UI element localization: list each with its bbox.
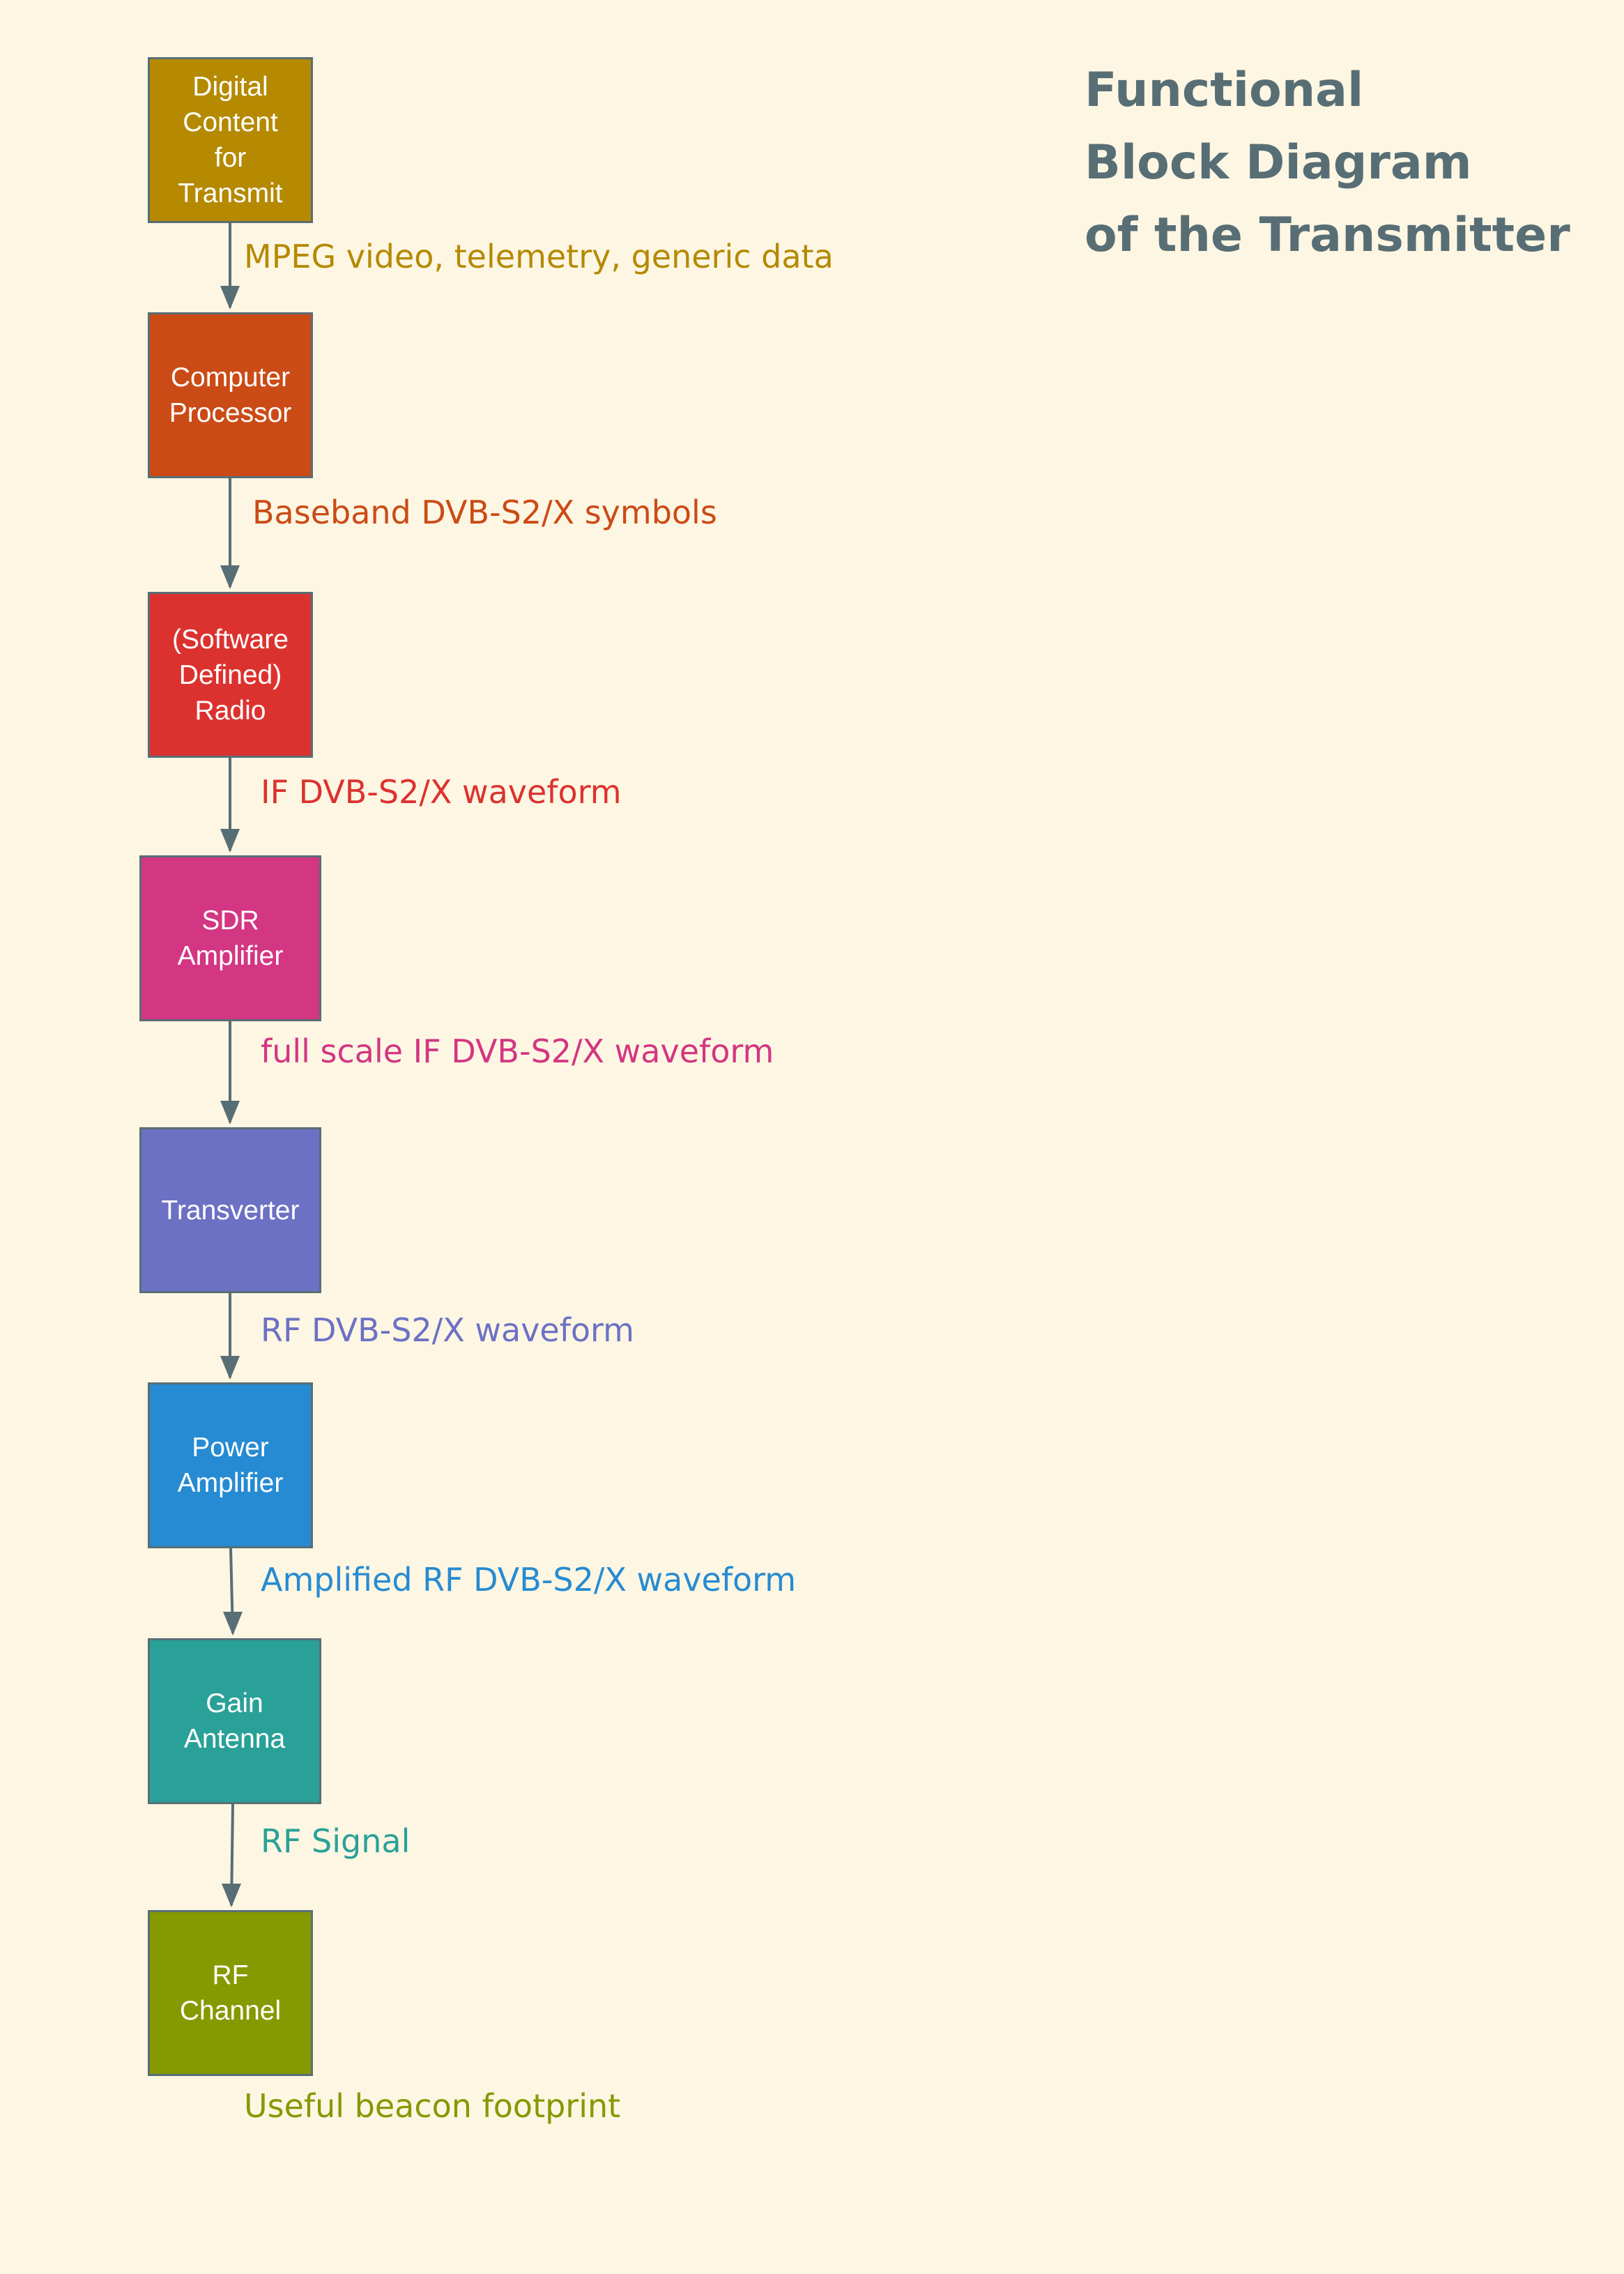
- block-label-line: SDR: [201, 906, 259, 936]
- arrowhead-sdr-amplifier-to-transverter: [220, 1101, 240, 1124]
- block-label-line: Digital: [192, 72, 268, 102]
- arrowhead-content-to-processor: [220, 286, 240, 310]
- arrowhead-processor-to-radio: [220, 565, 240, 589]
- block-digital-content: Digital Content for Transmit: [148, 57, 313, 223]
- arrowhead-radio-to-sdr-amplifier: [220, 829, 240, 853]
- arrowhead-transverter-to-power-amplifier: [220, 1356, 240, 1380]
- block-label-line: Computer: [170, 363, 291, 392]
- edge-label-content-data: MPEG video, telemetry, generic data: [244, 238, 834, 275]
- block-label-line: Channel: [179, 1996, 282, 2026]
- edge-label-rf-waveform: RF DVB-S2/X waveform: [261, 1311, 634, 1349]
- edge-label-amplified-rf-waveform: Amplified RF DVB-S2/X waveform: [261, 1561, 797, 1598]
- block-gain-antenna: Gain Antenna: [148, 1638, 321, 1804]
- block-label-line: Power: [192, 1433, 269, 1463]
- block-computer-processor: Computer Processor: [148, 312, 313, 478]
- edge-label-rf-signal: RF Signal: [261, 1822, 411, 1860]
- block-label-line: Transmit: [178, 178, 283, 208]
- title-line: of the Transmitter: [1085, 208, 1570, 263]
- edge-label-full-scale-if-waveform: full scale IF DVB-S2/X waveform: [261, 1032, 774, 1070]
- block-label-line: for: [214, 143, 247, 173]
- edge-label-if-waveform: IF DVB-S2/X waveform: [261, 773, 622, 811]
- block-label-line: Amplifier: [177, 941, 284, 971]
- block-label-line: Content: [183, 107, 278, 137]
- arrowhead-power-amplifier-to-gain-antenna: [223, 1612, 243, 1635]
- diagram-title: Functional Block Diagram of the Transmit…: [1085, 54, 1572, 272]
- block-software-defined-radio: (Software Defined) Radio: [148, 592, 313, 758]
- block-sdr-amplifier: SDR Amplifier: [139, 855, 321, 1021]
- block-label-line: Defined): [178, 659, 282, 690]
- block-label-line: Antenna: [183, 1724, 286, 1754]
- block-label-line: Gain: [206, 1688, 263, 1718]
- block-label-line: Processor: [169, 398, 292, 428]
- title-line: Block Diagram: [1085, 135, 1472, 190]
- block-label-line: Transverter: [161, 1195, 300, 1226]
- block-label-line: (Software: [172, 624, 289, 655]
- block-label-line: RF: [212, 1960, 249, 1990]
- block-label-line: Radio: [194, 695, 266, 726]
- block-transverter: Transverter: [139, 1127, 321, 1293]
- title-line: Functional: [1085, 63, 1364, 118]
- arrowhead-gain-antenna-to-rf-channel: [222, 1884, 241, 1907]
- block-power-amplifier: Power Amplifier: [148, 1382, 313, 1548]
- edge-label-beacon-footprint: Useful beacon footprint: [244, 2087, 621, 2125]
- block-label-line: Amplifier: [177, 1468, 284, 1498]
- block-rf-channel: RF Channel: [148, 1910, 313, 2076]
- edge-label-baseband-symbols: Baseband DVB-S2/X symbols: [252, 494, 717, 531]
